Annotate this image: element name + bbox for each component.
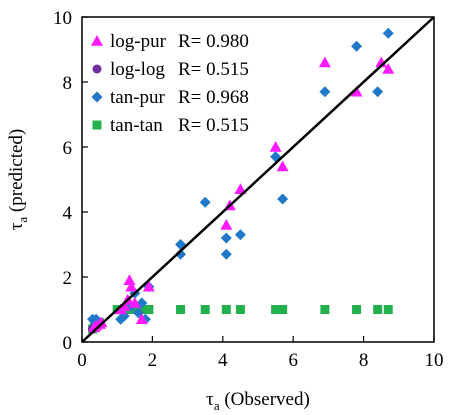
x-axis-title-subscript: a — [214, 398, 220, 413]
legend-r-value: R= 0.515 — [178, 59, 249, 80]
legend-r-value: R= 0.515 — [178, 115, 249, 136]
y-axis-title-subscript: a — [15, 217, 30, 223]
data-point-tan-pur — [372, 86, 384, 98]
data-point-tan-tan — [373, 305, 383, 314]
y-tick-label: 8 — [63, 73, 73, 94]
plot-area-frame — [81, 16, 435, 343]
data-point-tan-pur — [351, 40, 363, 52]
data-point-log-pur — [123, 274, 136, 286]
data-point-tan-tan — [176, 305, 186, 314]
y-axis-ticks: 0 2 4 6 8 10 — [53, 8, 88, 354]
y-axis-title-symbol: τ — [6, 222, 27, 230]
x-tick-label: 2 — [148, 350, 158, 371]
x-axis-title: τa (Observed) — [206, 389, 310, 413]
y-axis-title: τa (predicted) — [6, 129, 30, 231]
legend-item-tan-pur: tan-pur R= 0.968 — [91, 87, 249, 108]
data-point-tan-tan — [137, 305, 147, 314]
x-tick-label: 4 — [218, 350, 228, 371]
data-point-log-pur — [125, 280, 138, 292]
legend-r-value: R= 0.968 — [178, 87, 249, 108]
x-tick-label: 8 — [359, 350, 369, 371]
legend-series-name: log-pur — [110, 31, 167, 52]
data-point-tan-pur — [199, 196, 211, 208]
legend-marker-tan-tan — [92, 120, 102, 130]
legend-item-tan-tan: tan-tan R= 0.515 — [92, 115, 249, 136]
data-point-log-pur — [276, 160, 289, 172]
data-point-tan-tan — [278, 305, 288, 314]
data-point-log-pur — [318, 56, 331, 68]
data-point-tan-tan — [144, 305, 154, 314]
x-axis-title-symbol: τ — [206, 389, 214, 410]
data-point-tan-tan — [320, 305, 330, 314]
data-point-tan-pur — [175, 248, 187, 260]
legend-item-log-log: log-log R= 0.515 — [92, 59, 249, 80]
data-point-tan-tan — [383, 305, 393, 314]
data-point-log-pur — [269, 141, 282, 152]
data-point-log-pur — [128, 297, 141, 308]
legend-series-name: log-log — [110, 59, 165, 80]
y-tick-label: 0 — [63, 333, 73, 354]
data-point-tan-pur — [319, 86, 331, 98]
data-point-tan-tan — [271, 305, 281, 314]
data-point-tan-pur — [220, 232, 232, 244]
legend: log-pur R= 0.980 log-log R= 0.515 tan-pur R= … — [91, 31, 249, 136]
data-point-tan-tan — [200, 305, 210, 314]
legend-marker-tan-pur — [91, 91, 103, 103]
data-point-tan-tan — [352, 305, 362, 314]
data-point-log-pur — [118, 300, 131, 312]
reference-line-y-equals-x — [81, 16, 435, 343]
legend-marker-log-log — [92, 64, 102, 74]
data-marks — [87, 27, 395, 334]
data-point-tan-pur — [234, 229, 246, 241]
data-point-tan-pur — [220, 248, 232, 260]
data-point-tan-tan — [221, 305, 231, 314]
x-axis-title-text: (Observed) — [220, 389, 310, 410]
x-tick-label: 0 — [77, 350, 87, 371]
data-point-tan-pur — [382, 27, 394, 39]
y-tick-label: 2 — [63, 268, 73, 289]
x-tick-label: 10 — [425, 350, 444, 371]
data-point-log-pur — [142, 280, 155, 292]
data-point-tan-tan — [130, 305, 140, 314]
legend-item-log-pur: log-pur R= 0.980 — [91, 31, 249, 52]
x-axis-ticks: 0 2 4 6 8 10 — [77, 336, 444, 371]
legend-r-value: R= 0.980 — [178, 31, 249, 52]
data-point-log-pur — [220, 219, 233, 230]
y-tick-label: 10 — [53, 8, 72, 29]
series-tan-tan — [88, 305, 393, 334]
y-tick-label: 4 — [63, 203, 73, 224]
data-point-tan-tan — [235, 305, 245, 314]
data-point-log-pur — [350, 85, 363, 97]
data-point-log-pur — [135, 313, 148, 325]
legend-series-name: tan-pur — [110, 87, 166, 108]
y-tick-label: 6 — [63, 138, 73, 159]
legend-marker-log-pur — [91, 35, 103, 46]
y-axis-title-text: (predicted) — [6, 129, 27, 217]
data-point-tan-pur — [277, 193, 289, 205]
legend-series-name: tan-tan — [110, 115, 163, 136]
data-point-log-pur — [95, 316, 108, 328]
x-tick-label: 6 — [288, 350, 298, 371]
data-point-log-pur — [382, 63, 395, 74]
